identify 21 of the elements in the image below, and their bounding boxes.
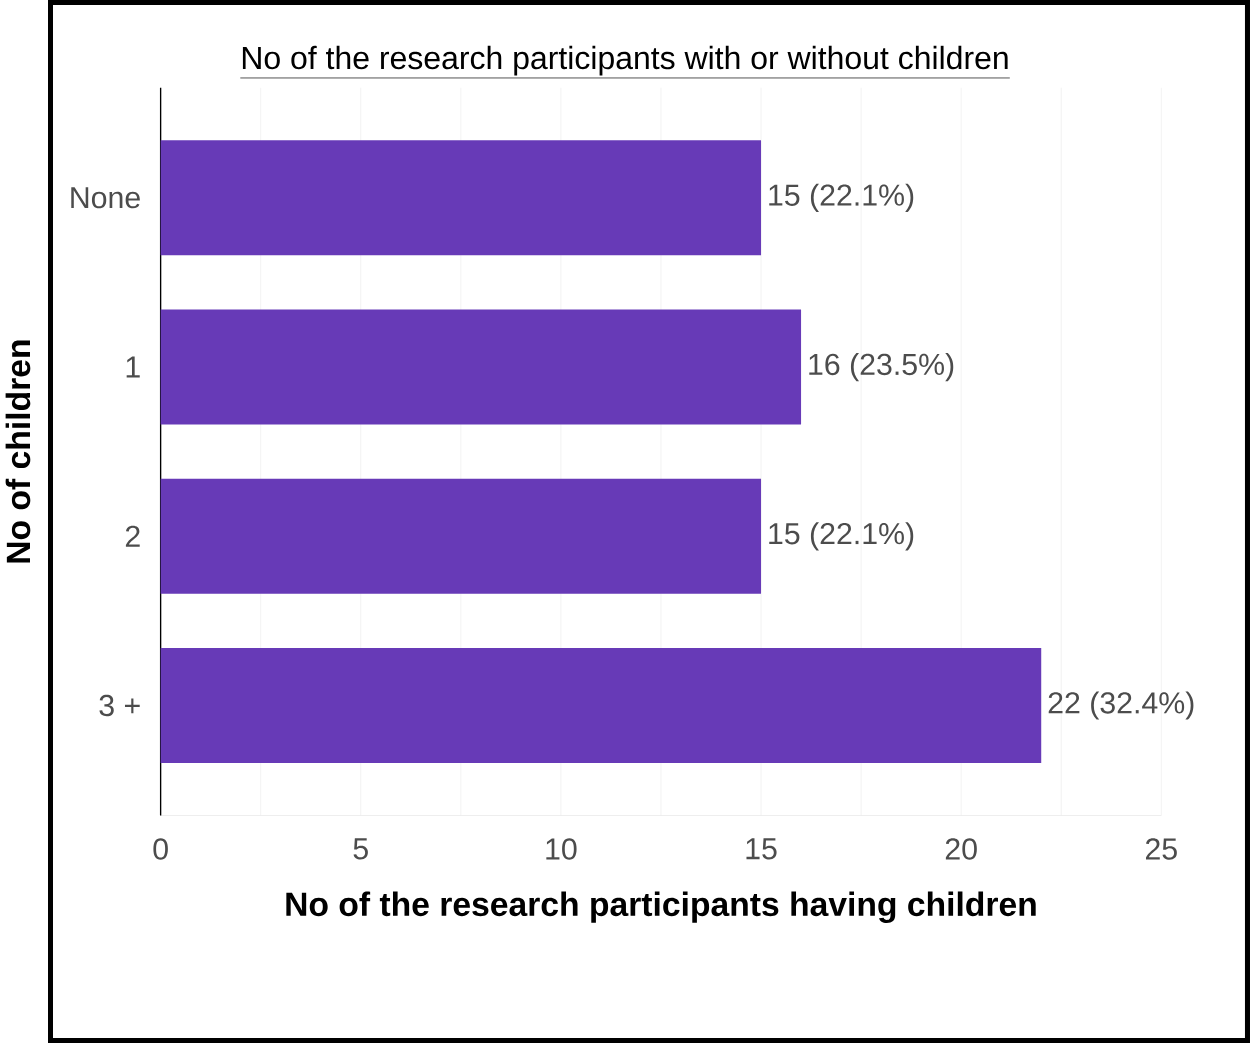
x-tick-label: 20 — [945, 838, 977, 860]
y-tick-label: None — [71, 187, 140, 209]
x-tick-label: 5 — [353, 838, 368, 860]
data-label: 22 (32.4%) — [1048, 691, 1194, 720]
x-tick-label: 15 — [746, 838, 777, 860]
y-tick-label: 1 — [126, 356, 140, 378]
x-tick-label: 10 — [546, 838, 577, 860]
bar — [160, 309, 802, 425]
y-tick-label: 3 + — [99, 694, 140, 717]
data-label: 15 (22.1%) — [769, 183, 914, 212]
y-axis-title: No of children — [5, 340, 31, 563]
data-label: 15 (22.1%) — [769, 522, 914, 551]
data-label: 16 (23.5%) — [809, 352, 954, 382]
bar — [160, 648, 1042, 763]
x-axis-title: No of the research participants having children — [286, 891, 1036, 923]
x-tick-label: 25 — [1145, 838, 1177, 860]
bar — [160, 140, 762, 256]
y-tick-label: 2 — [125, 525, 140, 547]
bar — [160, 478, 762, 594]
chart-title: No of the research participants with or without children — [242, 45, 1008, 76]
x-tick-label: 0 — [153, 838, 168, 860]
